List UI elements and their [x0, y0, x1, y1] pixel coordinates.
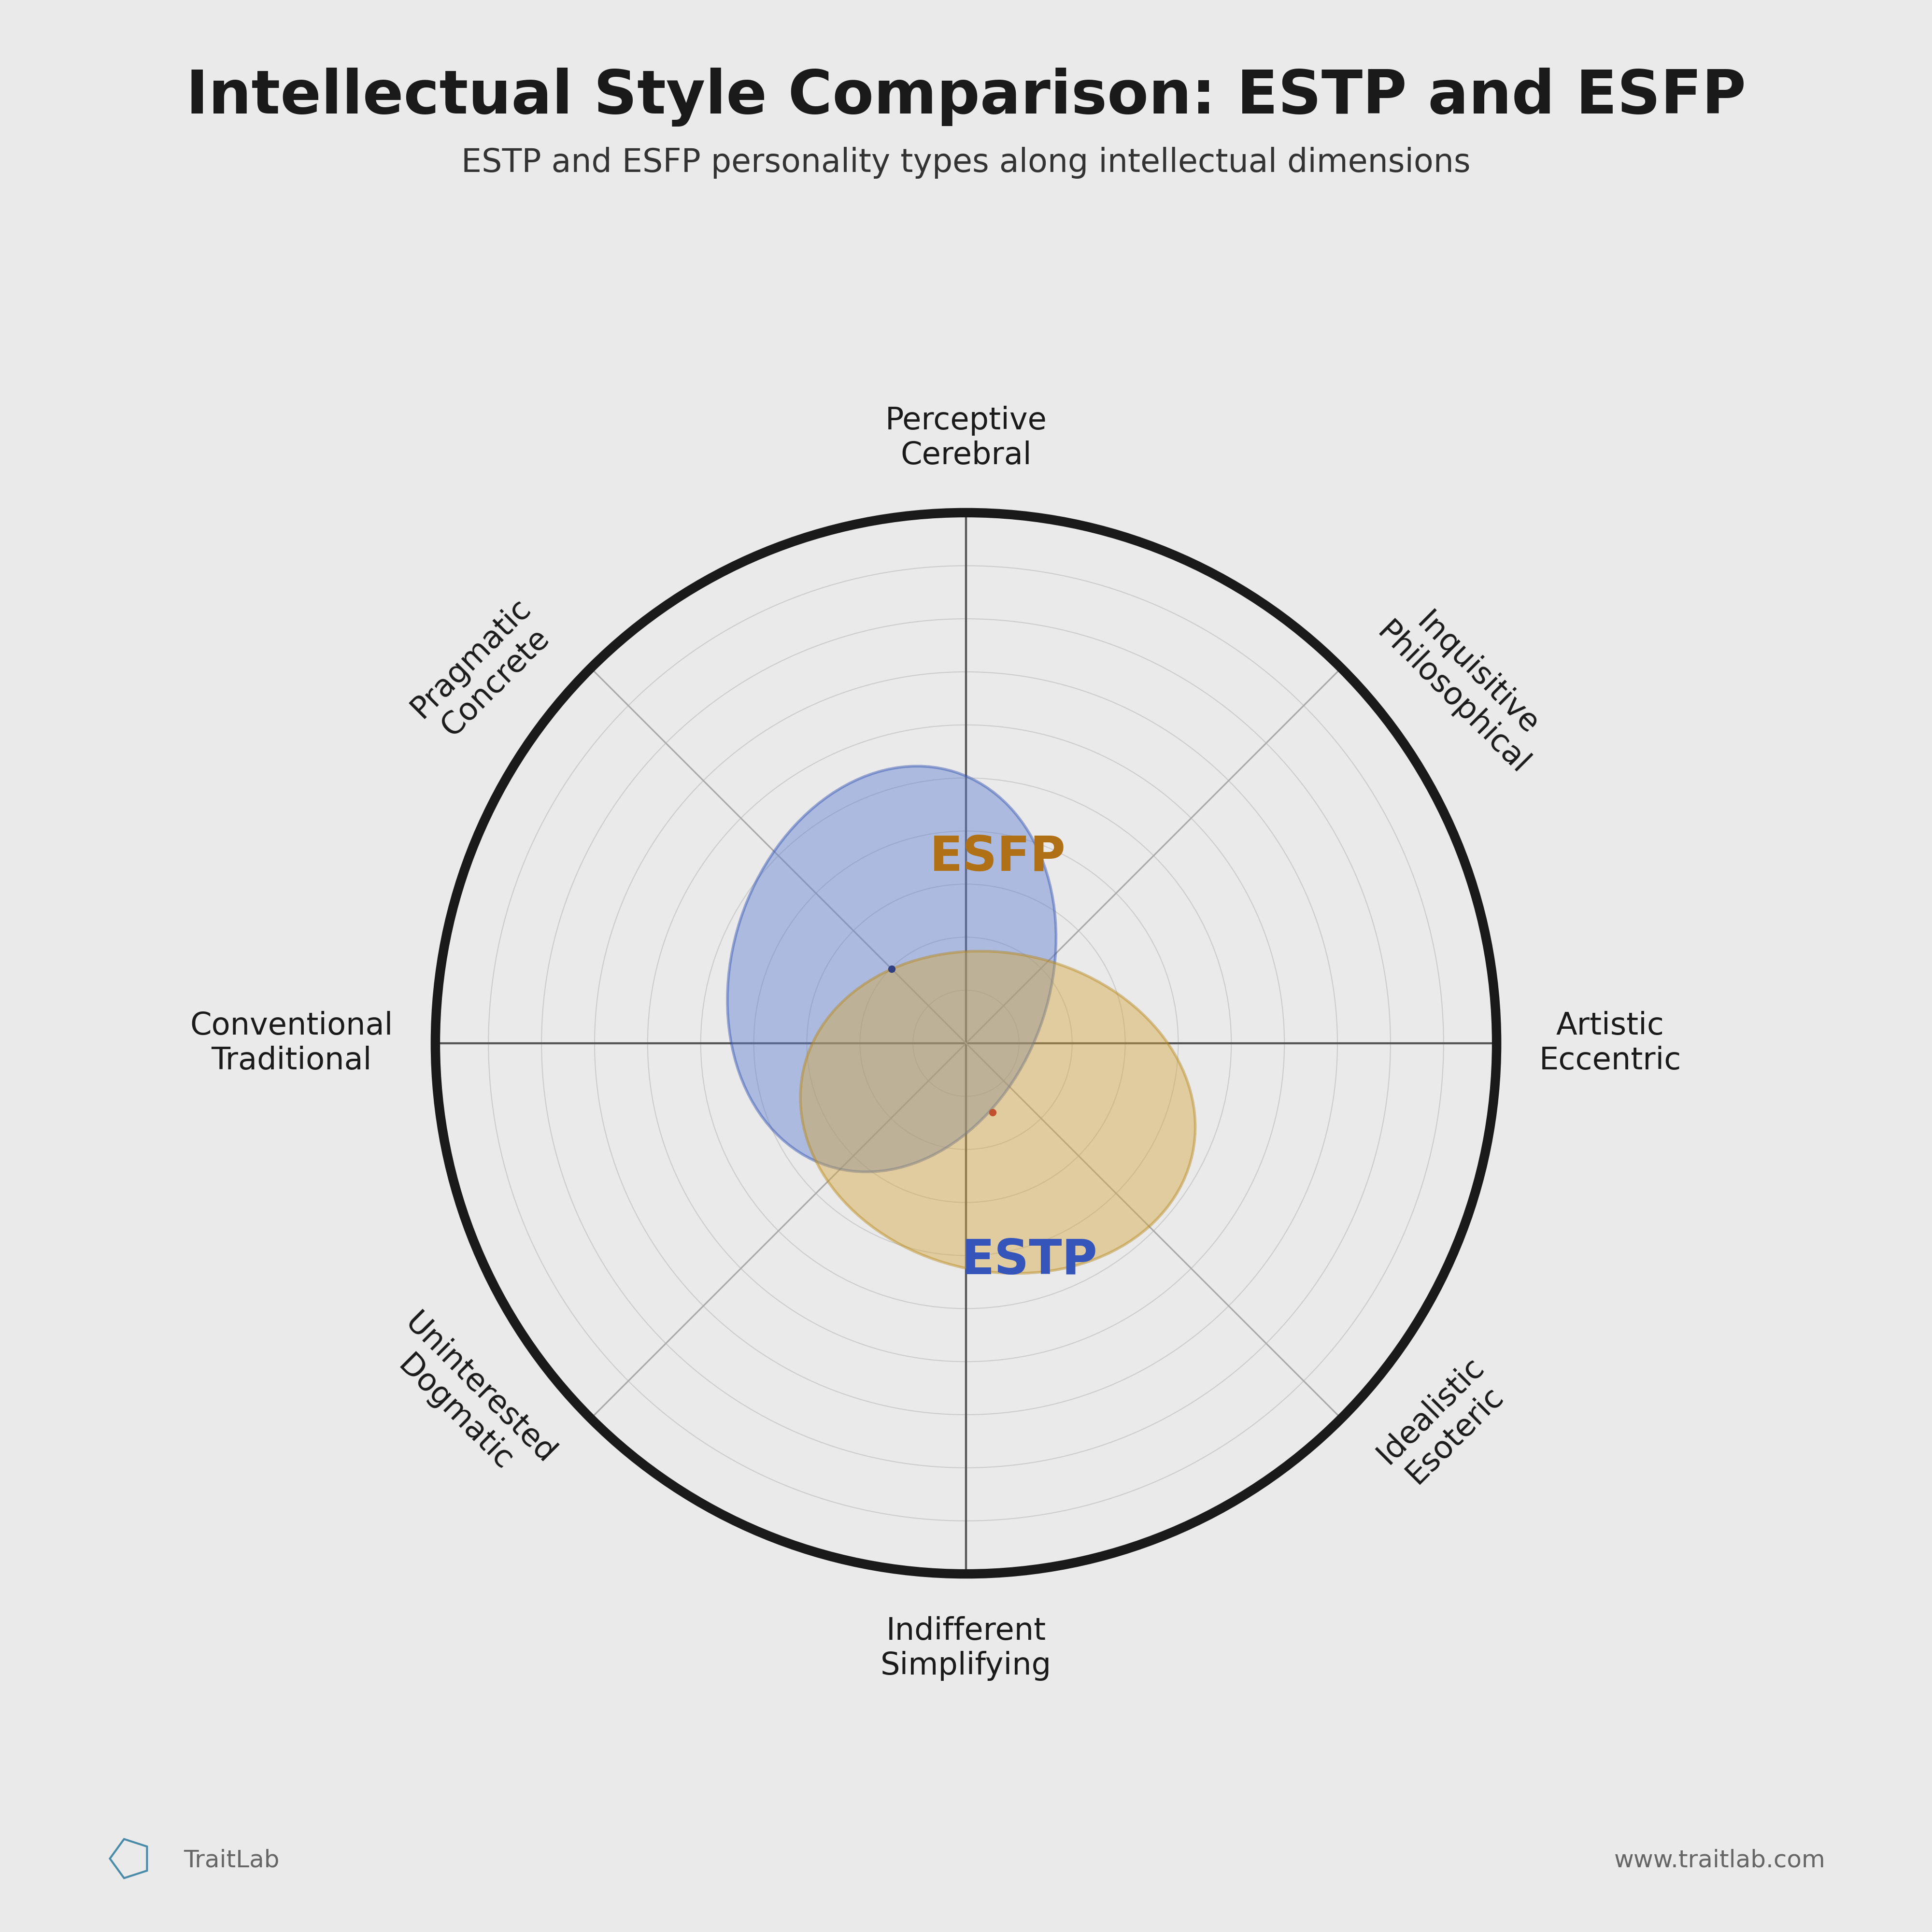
Text: ESTP and ESFP personality types along intellectual dimensions: ESTP and ESFP personality types along in… [462, 147, 1470, 180]
Text: ESTP: ESTP [962, 1236, 1097, 1285]
Ellipse shape [726, 767, 1057, 1173]
Ellipse shape [800, 951, 1196, 1273]
Text: Idealistic
Esoteric: Idealistic Esoteric [1372, 1350, 1515, 1493]
Text: Indifferent
Simplifying: Indifferent Simplifying [881, 1617, 1051, 1681]
Text: Artistic
Eccentric: Artistic Eccentric [1540, 1010, 1681, 1076]
Text: ESFP: ESFP [929, 835, 1066, 881]
Text: TraitLab: TraitLab [184, 1849, 280, 1872]
Text: Inquisitive
Philosophical: Inquisitive Philosophical [1372, 593, 1559, 781]
Text: www.traitlab.com: www.traitlab.com [1615, 1849, 1826, 1872]
Text: Conventional
Traditional: Conventional Traditional [189, 1010, 392, 1076]
Text: Perceptive
Cerebral: Perceptive Cerebral [885, 406, 1047, 469]
Text: Intellectual Style Comparison: ESTP and ESFP: Intellectual Style Comparison: ESTP and … [185, 68, 1747, 128]
Text: Uninterested
Dogmatic: Uninterested Dogmatic [375, 1308, 560, 1493]
Text: Pragmatic
Concrete: Pragmatic Concrete [406, 593, 560, 748]
